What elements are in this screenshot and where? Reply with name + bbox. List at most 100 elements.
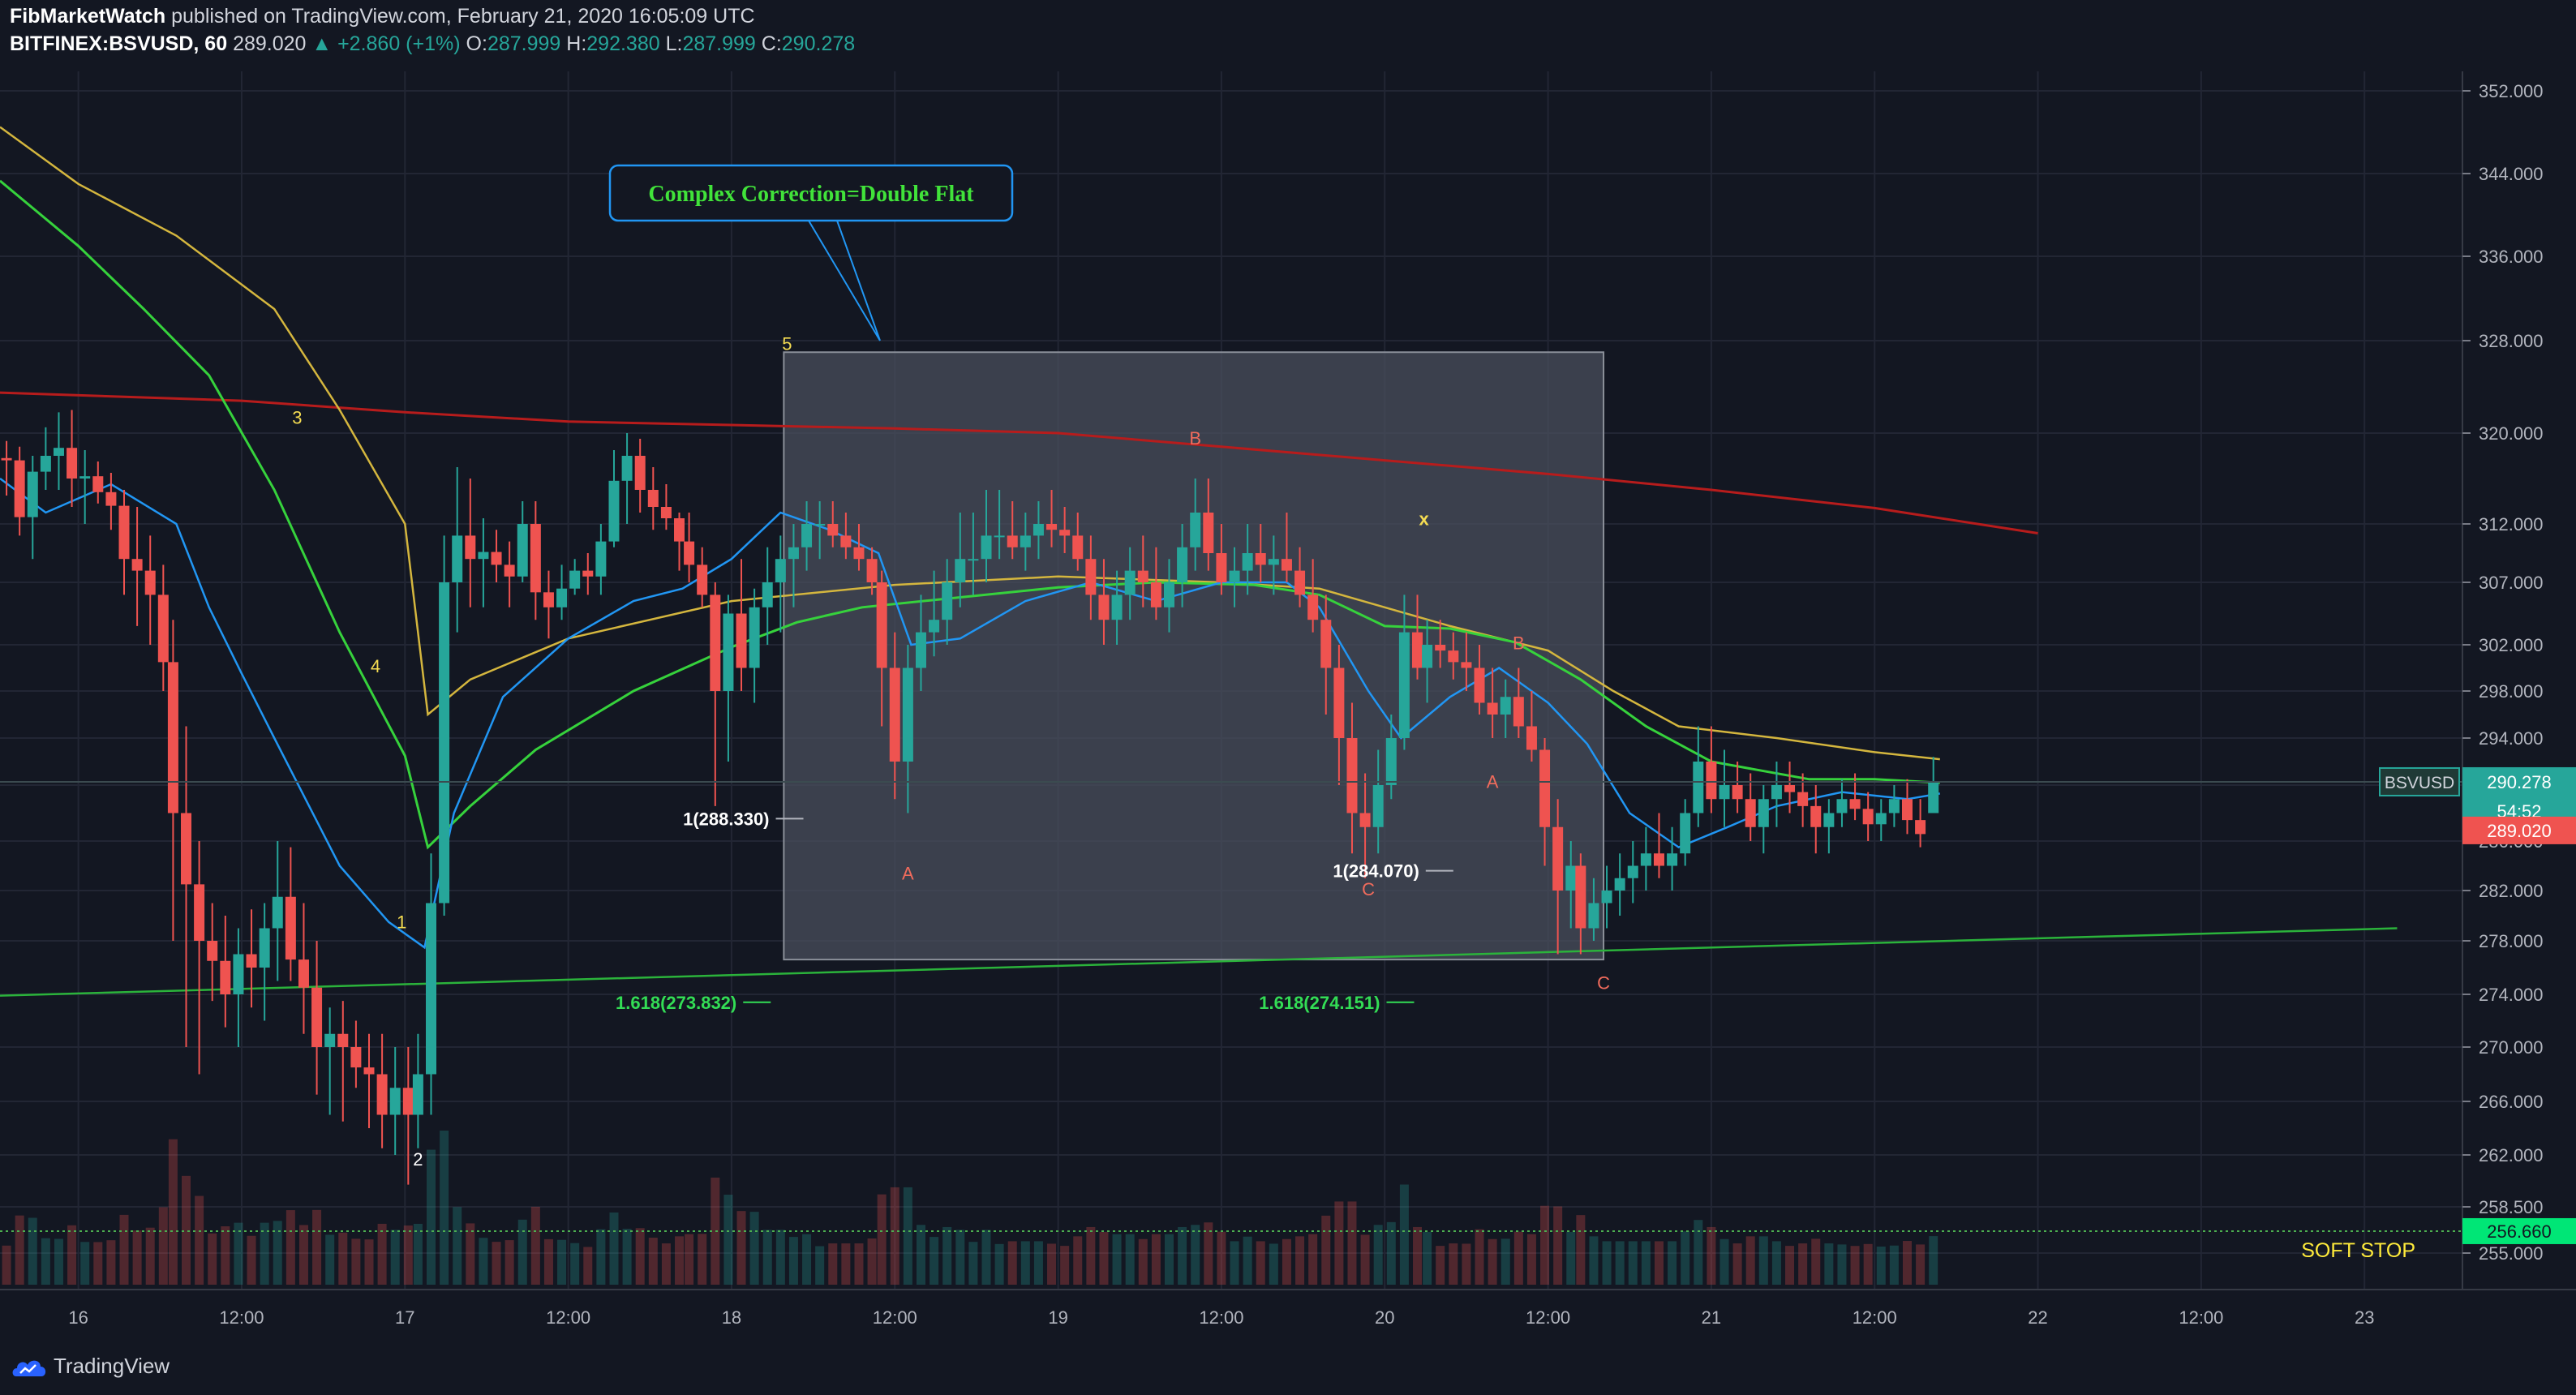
candle-body-55[interactable] <box>710 594 721 691</box>
candle-body-73[interactable] <box>942 582 953 620</box>
candle-body-117[interactable] <box>1513 697 1524 727</box>
candle-body-132[interactable] <box>1706 762 1717 800</box>
candle-body-86[interactable] <box>1111 594 1123 620</box>
candle-body-123[interactable] <box>1588 903 1599 929</box>
candle-body-36[interactable] <box>465 535 476 560</box>
candle-body-47[interactable] <box>608 480 620 542</box>
candle-body-59[interactable] <box>762 582 773 607</box>
candle-body-137[interactable] <box>1771 785 1782 800</box>
candle-body-134[interactable] <box>1732 785 1743 800</box>
candle-body-126[interactable] <box>1627 865 1638 878</box>
candle-body-54[interactable] <box>697 564 708 595</box>
callout-box[interactable] <box>608 164 1014 222</box>
candle-body-25[interactable] <box>324 1033 336 1047</box>
candle-body-148[interactable] <box>1915 820 1926 835</box>
candle-body-138[interactable] <box>1784 785 1796 792</box>
candle-body-76[interactable] <box>981 535 992 560</box>
candle-body-51[interactable] <box>660 507 672 518</box>
candle-body-130[interactable] <box>1680 813 1691 854</box>
candle-body-19[interactable] <box>246 954 257 968</box>
candle-body-109[interactable] <box>1412 632 1423 668</box>
candle-body-24[interactable] <box>311 987 323 1047</box>
candle-body-37[interactable] <box>478 552 489 560</box>
candle-body-62[interactable] <box>801 524 813 547</box>
candle-body-122[interactable] <box>1575 865 1586 929</box>
candle-body-119[interactable] <box>1539 749 1551 827</box>
candle-body-13[interactable] <box>167 662 178 813</box>
candle-body-21[interactable] <box>272 896 283 929</box>
support-trendline[interactable] <box>0 927 2398 997</box>
candle-body-6[interactable] <box>79 476 91 479</box>
candle-body-38[interactable] <box>491 552 502 565</box>
candle-body-26[interactable] <box>337 1033 349 1047</box>
candle-body-106[interactable] <box>1372 785 1384 827</box>
candle-body-44[interactable] <box>569 570 581 589</box>
candle-body-79[interactable] <box>1020 535 1031 547</box>
candle-body-66[interactable] <box>853 547 865 560</box>
candle-body-146[interactable] <box>1888 799 1900 813</box>
candle-body-85[interactable] <box>1098 594 1110 620</box>
candle-body-39[interactable] <box>504 564 515 577</box>
candle-body-5[interactable] <box>67 448 78 479</box>
candle-body-100[interactable] <box>1294 570 1306 595</box>
candle-body-96[interactable] <box>1242 553 1253 571</box>
candle-body-17[interactable] <box>220 960 231 994</box>
candle-body-56[interactable] <box>723 613 734 692</box>
candle-body-128[interactable] <box>1653 853 1664 866</box>
candle-body-28[interactable] <box>363 1067 375 1075</box>
candle-body-72[interactable] <box>929 620 940 633</box>
candle-body-46[interactable] <box>595 541 607 577</box>
candle-body-61[interactable] <box>788 547 799 560</box>
candle-body-105[interactable] <box>1359 813 1371 827</box>
candle-body-71[interactable] <box>915 632 926 668</box>
candle-body-93[interactable] <box>1203 513 1214 553</box>
candle-body-45[interactable] <box>582 570 594 577</box>
candle-body-110[interactable] <box>1422 645 1433 668</box>
candle-body-3[interactable] <box>40 456 51 472</box>
candle-body-83[interactable] <box>1072 535 1084 560</box>
candle-body-20[interactable] <box>259 928 270 968</box>
candle-body-133[interactable] <box>1719 785 1730 800</box>
candle-body-116[interactable] <box>1500 697 1511 715</box>
candle-body-2[interactable] <box>27 471 38 517</box>
candle-body-99[interactable] <box>1281 559 1292 571</box>
candle-body-97[interactable] <box>1255 553 1266 565</box>
candle-body-103[interactable] <box>1333 667 1345 739</box>
candle-body-65[interactable] <box>840 535 852 547</box>
candle-body-120[interactable] <box>1552 826 1564 891</box>
candle-body-42[interactable] <box>543 592 554 607</box>
candle-body-60[interactable] <box>775 559 786 582</box>
candle-body-88[interactable] <box>1137 570 1148 582</box>
candle-body-125[interactable] <box>1614 878 1625 891</box>
candle-body-27[interactable] <box>350 1047 362 1068</box>
candle-body-131[interactable] <box>1693 762 1704 813</box>
candle-body-12[interactable] <box>157 594 169 663</box>
candle-body-124[interactable] <box>1601 891 1612 904</box>
candle-body-95[interactable] <box>1229 570 1240 582</box>
candle-body-29[interactable] <box>376 1074 388 1115</box>
candle-body-149[interactable] <box>1928 781 1939 813</box>
candle-body-89[interactable] <box>1150 582 1161 607</box>
candle-body-67[interactable] <box>866 559 878 582</box>
candle-body-32[interactable] <box>412 1074 423 1115</box>
candle-body-136[interactable] <box>1758 799 1769 827</box>
candle-body-34[interactable] <box>439 582 450 904</box>
candle-body-147[interactable] <box>1901 799 1913 821</box>
candle-body-0[interactable] <box>1 457 12 461</box>
candle-body-77[interactable] <box>994 535 1005 538</box>
candle-body-113[interactable] <box>1461 662 1472 668</box>
candle-body-139[interactable] <box>1797 792 1809 806</box>
candle-body-18[interactable] <box>233 954 244 995</box>
candle-body-68[interactable] <box>876 582 887 668</box>
candle-body-23[interactable] <box>298 959 309 988</box>
candle-body-30[interactable] <box>389 1088 401 1115</box>
candle-body-82[interactable] <box>1059 530 1071 536</box>
candle-body-41[interactable] <box>530 524 541 593</box>
candle-body-91[interactable] <box>1177 547 1188 582</box>
candle-body-70[interactable] <box>902 667 913 762</box>
candle-body-10[interactable] <box>131 559 143 571</box>
candle-body-108[interactable] <box>1398 632 1410 738</box>
candle-body-104[interactable] <box>1346 738 1358 813</box>
candle-body-121[interactable] <box>1565 865 1577 891</box>
candle-body-53[interactable] <box>684 541 695 565</box>
